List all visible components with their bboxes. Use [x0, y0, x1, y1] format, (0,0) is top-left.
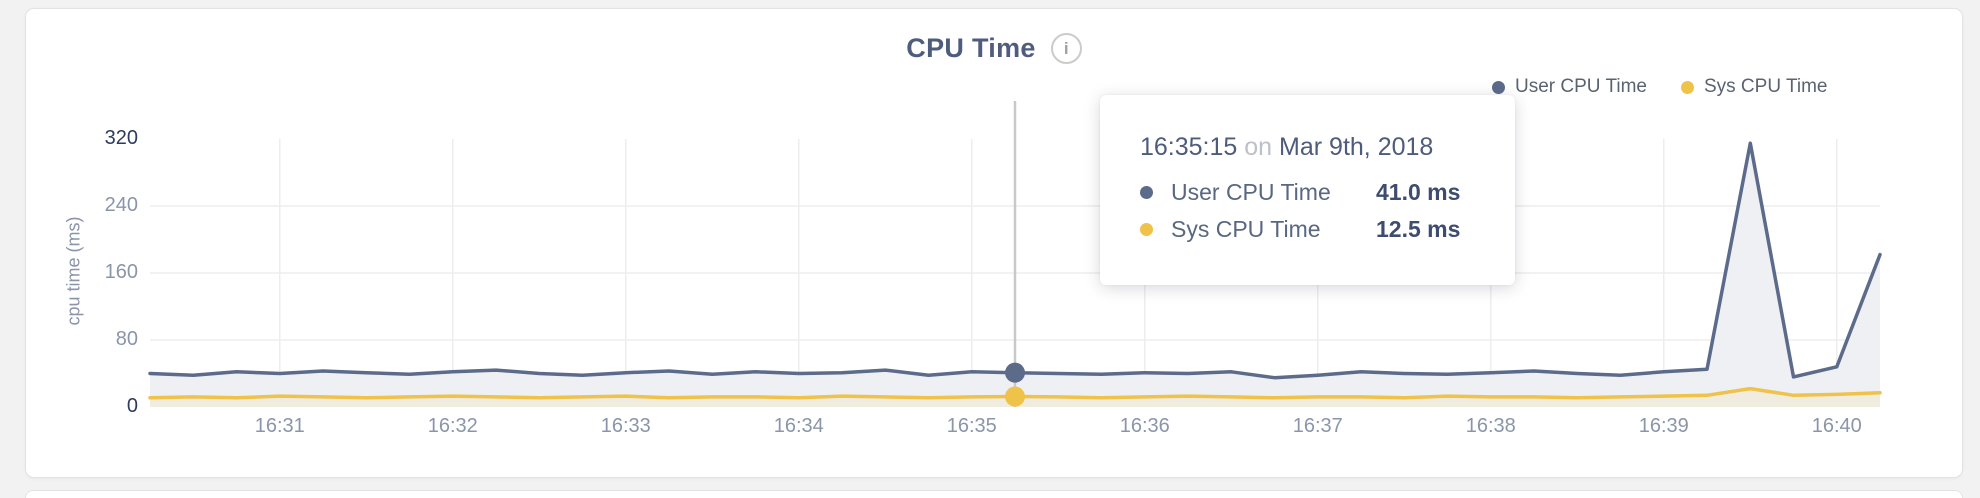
x-tick-16-38: 16:38: [1465, 415, 1516, 437]
tooltip-row-user-cpu-time: User CPU Time 41.0 ms: [1140, 179, 1485, 206]
y-tick-0: 0: [126, 395, 138, 417]
tooltip-header: 16:35:15 on Mar 9th, 2018: [1140, 133, 1485, 162]
tooltip-series-dot: [1140, 223, 1153, 236]
legend-label: User CPU Time: [1515, 76, 1647, 97]
y-tick-160: 160: [104, 261, 138, 283]
legend-dot-user-cpu-time: [1492, 80, 1505, 94]
x-tick-16-39: 16:39: [1638, 415, 1689, 437]
x-tick-16-31: 16:31: [254, 415, 305, 437]
x-tick-16-34: 16:34: [773, 415, 824, 437]
tooltip-row-sys-cpu-time: Sys CPU Time 12.5 ms: [1140, 216, 1485, 243]
y-tick-320: 320: [104, 127, 138, 149]
legend: User CPU Time Sys CPU Time: [1492, 76, 1828, 98]
chart-header: CPU Time i: [26, 33, 1962, 64]
x-tick-16-36: 16:36: [1119, 415, 1170, 437]
y-tick-80: 80: [115, 328, 138, 350]
tooltip-connector: on: [1244, 133, 1273, 161]
x-tick-16-35: 16:35: [946, 415, 997, 437]
tooltip-series-label: Sys CPU Time: [1171, 216, 1321, 242]
legend-item-sys-cpu-time[interactable]: Sys CPU Time: [1680, 76, 1828, 98]
tooltip-date: Mar 9th, 2018: [1279, 133, 1434, 161]
tooltip-series-value: 12.5 ms: [1376, 216, 1461, 242]
x-tick-16-40: 16:40: [1811, 415, 1862, 437]
tooltip-series-dot: [1140, 186, 1153, 199]
x-tick-16-33: 16:33: [600, 415, 651, 437]
legend-label: Sys CPU Time: [1703, 76, 1828, 97]
tooltip-series-label: User CPU Time: [1171, 179, 1331, 205]
cpu-time-card: CPU Time i User CPU Time Sys CPU Time cpu…: [25, 8, 1963, 478]
x-tick-16-32: 16:32: [427, 415, 478, 437]
legend-dot-sys-cpu-time: [1680, 80, 1694, 94]
hover-dot-sys-cpu-time: [1005, 386, 1025, 407]
user-cpu-time-area: [150, 143, 1880, 407]
legend-item-user-cpu-time[interactable]: User CPU Time: [1492, 76, 1647, 98]
info-icon[interactable]: i: [1050, 33, 1082, 64]
tooltip-series-value: 41.0 ms: [1376, 179, 1461, 205]
tooltip-time: 16:35:15: [1140, 133, 1238, 161]
next-card-top-edge: [25, 490, 1963, 498]
tooltip-rows: User CPU Time 41.0 ms Sys CPU Time 12.5 ms: [1140, 179, 1485, 243]
chart-title: CPU Time: [906, 33, 1036, 63]
x-tick-16-37: 16:37: [1292, 415, 1343, 437]
y-tick-240: 240: [104, 194, 138, 216]
chart-tooltip: 16:35:15 on Mar 9th, 2018 User CPU Time 4…: [1100, 95, 1515, 285]
hover-dot-user-cpu-time: [1005, 362, 1025, 383]
